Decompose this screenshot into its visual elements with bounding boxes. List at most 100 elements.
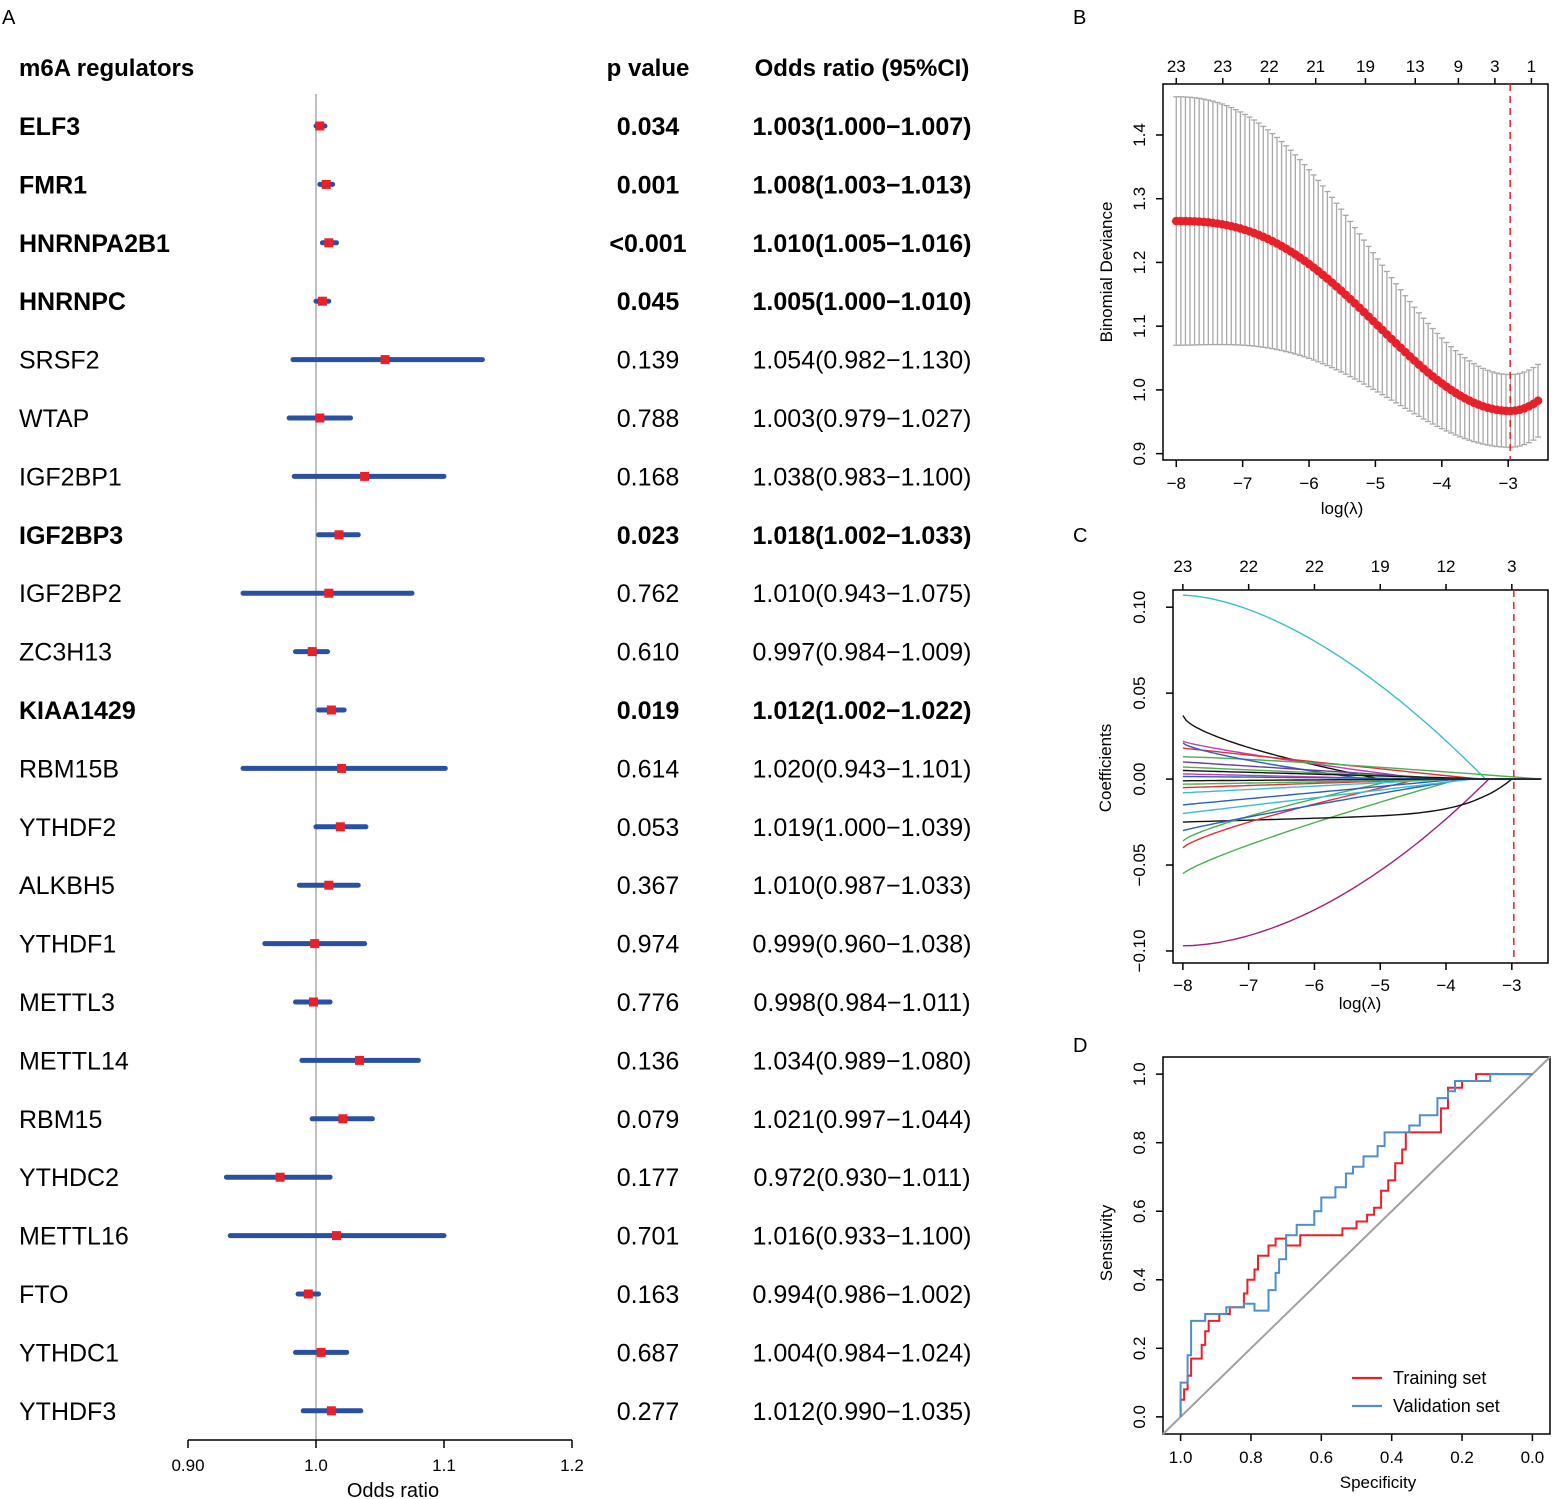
gene-label: YTHDF3: [19, 1398, 116, 1426]
panel-b-top-tick-label: 1: [1527, 57, 1536, 76]
odds-ratio-ci: 1.019(1.000−1.039): [753, 814, 972, 842]
odds-ratio-ci: 1.008(1.003−1.013): [753, 171, 972, 199]
panel-c-x-tick-label: −7: [1239, 976, 1258, 995]
panel-c-top-tick-label: 23: [1173, 557, 1192, 576]
panel-b-y-tick-label: 0.9: [1130, 442, 1149, 466]
coefficient-path-panel: log(λ) Coefficients −8 −7 −6 −5 −4 −3 −0.10 −0.…: [1096, 557, 1549, 1013]
panel-d-y-tick-label: 0.8: [1130, 1131, 1149, 1155]
gene-label: YTHDF1: [19, 931, 116, 959]
panel-d-x-tick-label: 0.6: [1309, 1448, 1333, 1467]
gene-label: ELF3: [19, 113, 80, 141]
p-value: 0.053: [617, 814, 680, 842]
coefficient-path: [1182, 778, 1542, 947]
or-point: [317, 296, 327, 306]
panel-label-b: B: [1073, 7, 1086, 29]
panel-c-x-tick-label: −3: [1502, 976, 1521, 995]
panel-c-frame: [1172, 589, 1549, 964]
panel-b-top-tick-label: 22: [1260, 57, 1279, 76]
panel-c-top-tick-label: 3: [1507, 557, 1516, 576]
panel-c-x-tick-label: −8: [1173, 976, 1192, 995]
panel-label-a: A: [2, 7, 16, 29]
or-point: [326, 705, 336, 715]
p-value: 0.023: [617, 522, 680, 550]
panel-d-y-tick-label: 0.4: [1130, 1268, 1149, 1292]
panel-c-x-tick-label: −5: [1371, 976, 1390, 995]
p-value: 0.168: [617, 463, 680, 491]
odds-ratio-ci: 1.016(0.933−1.100): [753, 1223, 972, 1251]
odds-ratio-ci: 1.020(0.943−1.101): [753, 755, 972, 783]
coefficient-path: [1182, 778, 1542, 842]
panel-c-y-axis-label: Coefficients: [1096, 724, 1115, 813]
panel-b-y-tick-label: 1.1: [1130, 314, 1149, 338]
or-point: [303, 1289, 313, 1299]
panel-d-y-tick-label: 0.2: [1130, 1336, 1149, 1360]
gene-label: WTAP: [19, 405, 89, 433]
panel-d-x-axis-label: Specificity: [1340, 1473, 1417, 1492]
cv-deviance-panel: log(λ) Binomial Deviance −8 −7 −6 −5 −4 −3 0.9…: [1097, 57, 1549, 518]
panel-b-y-tick-label: 1.2: [1130, 251, 1149, 275]
gene-label: ZC3H13: [19, 639, 112, 667]
gene-label: FMR1: [19, 171, 87, 199]
odds-ratio-ci: 1.005(1.000−1.010): [753, 288, 972, 316]
panel-b-x-tick-label: −3: [1498, 474, 1517, 493]
panel-c-y-tick-label: 0.00: [1130, 763, 1149, 796]
p-value: 0.139: [617, 347, 680, 375]
panel-b-top-tick-label: 9: [1454, 57, 1463, 76]
p-value: 0.136: [617, 1047, 680, 1075]
gene-label: HNRNPC: [19, 288, 126, 316]
odds-ratio-ci: 0.997(0.984−1.009): [753, 639, 972, 667]
gene-label: FTO: [19, 1281, 69, 1309]
odds-ratio-ci: 0.994(0.986−1.002): [753, 1281, 972, 1309]
odds-ratio-ci: 0.999(0.960−1.038): [753, 931, 972, 959]
or-point: [308, 997, 318, 1007]
regulators-header: m6A regulators: [19, 55, 194, 82]
gene-label: IGF2BP3: [19, 522, 123, 550]
coefficient-path: [1182, 778, 1542, 785]
cv-mean-point: [1533, 396, 1543, 406]
p-value: 0.974: [617, 931, 680, 959]
or-point: [326, 1406, 336, 1416]
or-point: [337, 763, 347, 773]
roc-legend-label: Validation set: [1393, 1396, 1500, 1416]
coefficient-path: [1182, 778, 1542, 823]
gene-label: METTL16: [19, 1223, 129, 1251]
gene-label: METTL3: [19, 989, 115, 1017]
forest-x-tick-label: 1.0: [304, 1456, 328, 1475]
panel-b-y-tick-label: 1.0: [1130, 378, 1149, 402]
panel-b-top-tick-label: 3: [1490, 57, 1499, 76]
p-value: 0.079: [617, 1106, 680, 1134]
p-value: 0.610: [617, 639, 680, 667]
p-value: 0.788: [617, 405, 680, 433]
p-value: 0.163: [617, 1281, 680, 1309]
gene-label: RBM15: [19, 1106, 102, 1134]
forest-x-tick-label: 1.1: [432, 1456, 456, 1475]
panel-b-x-tick-label: −6: [1299, 474, 1318, 493]
panel-d-frame: [1162, 1056, 1551, 1435]
or-point: [380, 355, 390, 365]
panel-c-x-axis-label: log(λ): [1339, 994, 1382, 1013]
roc-diagonal: [1162, 1056, 1551, 1435]
coefficient-path: [1182, 769, 1542, 780]
panel-b-x-tick-label: −5: [1366, 474, 1385, 493]
p-value: 0.614: [617, 755, 680, 783]
panel-b-top-tick-label: 23: [1213, 57, 1232, 76]
forest-x-tick-label: 0.90: [171, 1456, 204, 1475]
odds-ratio-ci: 1.038(0.983−1.100): [753, 463, 972, 491]
roc-legend-label: Training set: [1393, 1368, 1486, 1388]
panel-c-top-tick-label: 12: [1437, 557, 1456, 576]
odds-ratio-ci: 1.004(0.984−1.024): [753, 1339, 972, 1367]
panel-d-y-tick-label: 1.0: [1130, 1062, 1149, 1086]
panel-d-y-axis-label: Sensitivity: [1097, 1204, 1116, 1281]
panel-b-top-tick-label: 19: [1356, 57, 1375, 76]
panel-b-frame: [1162, 83, 1549, 461]
panel-c-y-tick-label: 0.05: [1130, 677, 1149, 710]
coefficient-path: [1182, 778, 1542, 815]
or-point: [338, 1114, 348, 1124]
p-value: <0.001: [609, 230, 686, 258]
panel-d-x-tick-label: 0.4: [1380, 1448, 1404, 1467]
forest-plot-panel: m6A regulators p value Odds ratio (95%CI…: [19, 55, 971, 1499]
p-value: 0.277: [617, 1398, 680, 1426]
panel-label-d: D: [1073, 1035, 1087, 1057]
odds-ratio-ci: 1.010(0.943−1.075): [753, 580, 972, 608]
